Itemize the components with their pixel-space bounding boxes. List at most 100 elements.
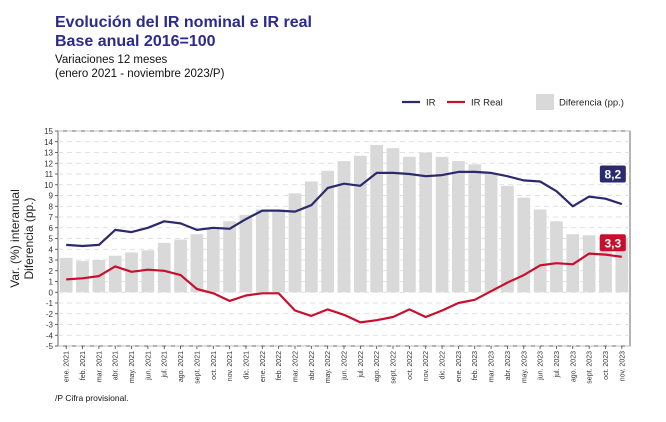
legend-diff-swatch xyxy=(536,94,554,110)
diff-bar xyxy=(272,209,286,293)
footnote: /P Cifra provisional. xyxy=(55,393,129,403)
x-tick-label: oct. 2023 xyxy=(603,351,610,380)
y-tick-label: -2 xyxy=(46,310,54,319)
x-tick-label: feb. 2021 xyxy=(80,351,87,380)
x-tick-label: may. 2022 xyxy=(325,351,332,383)
x-tick-label: jun. 2023 xyxy=(538,351,545,381)
x-tick-label: abr. 2022 xyxy=(309,351,316,380)
diff-bar xyxy=(582,235,596,293)
ir-real-line xyxy=(66,252,622,324)
y-tick-label: 11 xyxy=(45,170,54,179)
x-tick-label: mar. 2023 xyxy=(489,351,496,382)
diff-bar xyxy=(435,156,449,293)
x-tick-label: dic. 2022 xyxy=(440,351,447,380)
x-tick-label: sept. 2023 xyxy=(587,351,594,384)
diff-bar xyxy=(157,242,171,293)
diff-bar xyxy=(255,209,269,293)
y-tick-label: 15 xyxy=(44,127,53,136)
legend-diff-label: Diferencia (pp.) xyxy=(559,98,624,109)
x-tick-label: oct. 2022 xyxy=(407,351,414,380)
x-tick-label: ene. 2021 xyxy=(64,351,71,382)
y-tick-label: 13 xyxy=(44,149,53,158)
diff-bar xyxy=(337,161,351,293)
x-tick-label: ago. 2021 xyxy=(178,351,185,382)
diff-bar xyxy=(223,221,236,293)
y-tick-label: -3 xyxy=(46,321,54,330)
diff-bar xyxy=(370,144,384,293)
diff-bar xyxy=(206,228,220,293)
ir-line xyxy=(66,170,623,248)
y-tick-label: 9 xyxy=(49,192,54,201)
x-tick-label: jun. 2021 xyxy=(145,351,152,381)
x-tick-label: may. 2023 xyxy=(521,351,528,383)
diff-bar xyxy=(304,181,318,293)
y-tick-label: 10 xyxy=(44,181,53,190)
diff-bar xyxy=(288,193,302,293)
legend-ir-label: IR xyxy=(426,98,436,109)
y-tick-label: 5 xyxy=(49,235,54,244)
y-tick-label: 1 xyxy=(49,278,54,287)
ir-real-end-label-box xyxy=(599,234,626,252)
x-tick-label: nov. 2021 xyxy=(227,351,234,381)
x-tick-label: ago. 2023 xyxy=(570,351,577,382)
x-tick-label: dic. 2021 xyxy=(243,351,250,380)
x-tick-label: sept. 2022 xyxy=(391,351,398,384)
diff-bar xyxy=(419,152,433,293)
x-tick-label: mar. 2021 xyxy=(96,351,103,382)
diff-bar xyxy=(386,148,400,293)
ir-real-end-label: 3,3 xyxy=(604,236,621,250)
diff-bar xyxy=(550,221,563,293)
y-tick-label: 14 xyxy=(44,138,53,147)
y-tick-label: 4 xyxy=(49,245,54,254)
chart-subtitle: Variaciones 12 meses (enero 2021 - novie… xyxy=(55,53,224,81)
y-axis-label: Var. (%) interanual xyxy=(8,189,22,288)
diff-bar xyxy=(59,257,73,293)
x-tick-label: ene. 2022 xyxy=(260,351,267,382)
x-tick-label: oct. 2021 xyxy=(211,351,218,380)
diff-bar xyxy=(533,209,547,293)
y-tick-label: 2 xyxy=(49,267,54,276)
x-tick-label: jul. 2022 xyxy=(358,351,365,379)
y-tick-label: 6 xyxy=(49,224,54,233)
x-tick-label: feb. 2022 xyxy=(276,351,283,380)
x-tick-label: feb. 2023 xyxy=(472,351,479,380)
diff-bar xyxy=(452,161,465,293)
diff-bar xyxy=(517,197,531,293)
legend-ir-real-label: IR Real xyxy=(471,98,503,109)
y-tick-label: 7 xyxy=(49,213,54,222)
x-tick-label: ago. 2022 xyxy=(374,351,381,382)
y-tick-label: 3 xyxy=(49,256,54,265)
x-tick-label: jun. 2022 xyxy=(342,351,349,381)
diff-bar xyxy=(615,238,629,293)
diff-bar xyxy=(402,156,416,293)
diff-bar xyxy=(141,250,155,293)
x-tick-label: jul. 2023 xyxy=(554,351,561,379)
x-tick-label: abr. 2021 xyxy=(113,351,120,380)
x-tick-label: nov. 2022 xyxy=(423,351,430,381)
y-tick-label: -4 xyxy=(46,331,54,340)
diff-bar xyxy=(76,261,89,293)
diff-bar xyxy=(190,234,204,293)
subtitle-line-2: (enero 2021 - noviembre 2023/P) xyxy=(55,68,225,80)
title-line-1: Evolución del IR nominal e IR real xyxy=(55,14,312,31)
y-tick-label: -5 xyxy=(46,342,54,351)
diff-bar xyxy=(468,164,482,293)
x-tick-label: may. 2021 xyxy=(129,351,136,383)
x-tick-label: mar. 2022 xyxy=(292,351,299,382)
ir-end-label: 8,2 xyxy=(604,168,621,182)
y-tick-label: -1 xyxy=(46,299,54,308)
y-tick-label: 0 xyxy=(49,288,54,297)
y-tick-label: 12 xyxy=(44,159,53,168)
diff-bar xyxy=(174,239,187,293)
diff-bar xyxy=(108,255,122,293)
diff-bar xyxy=(321,170,335,293)
y-axis-label: Diferencia (pp.) xyxy=(22,197,36,279)
x-tick-label: jul. 2021 xyxy=(162,351,169,379)
ir-end-label-box xyxy=(599,165,626,183)
chart-title: Evolución del IR nominal e IR real Base … xyxy=(55,13,312,51)
diff-bar xyxy=(239,214,253,293)
title-line-2: Base anual 2016=100 xyxy=(55,33,216,50)
x-tick-label: abr. 2023 xyxy=(505,351,512,380)
x-tick-label: nov. 2023 xyxy=(619,351,626,381)
